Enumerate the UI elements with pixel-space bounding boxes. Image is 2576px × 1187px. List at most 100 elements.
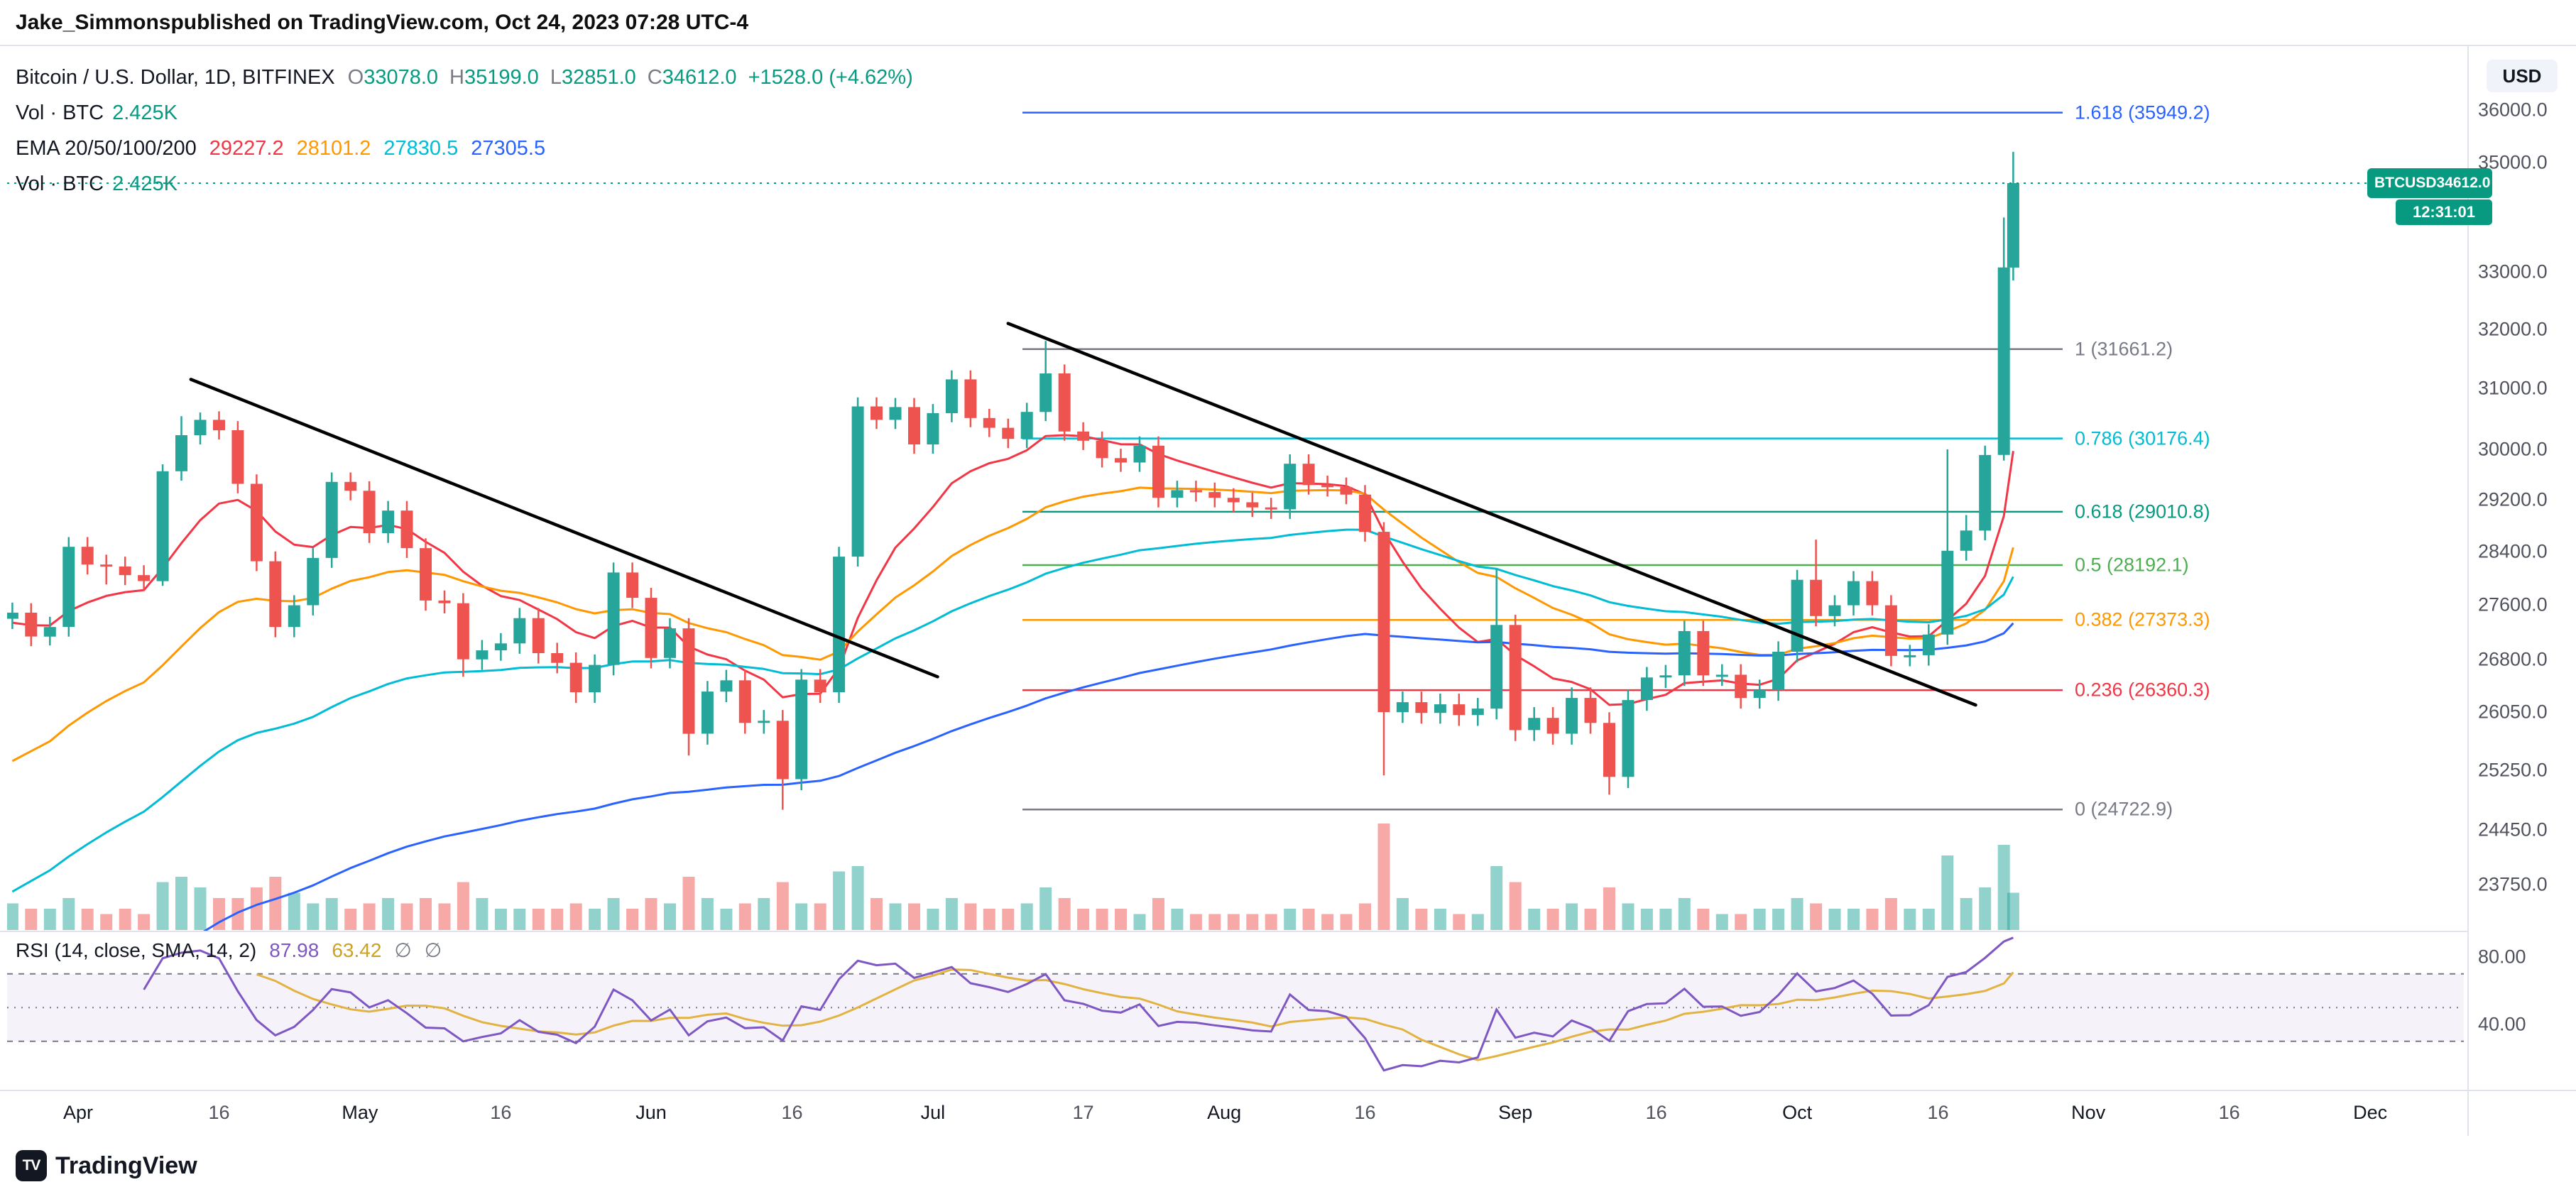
candle-body bbox=[1866, 581, 1879, 606]
candle-body bbox=[1810, 579, 1823, 616]
candle-body bbox=[1960, 530, 1972, 551]
volume-bar bbox=[438, 903, 451, 930]
volume-bar bbox=[664, 903, 676, 930]
candle-body bbox=[43, 627, 56, 637]
volume-bar bbox=[1453, 914, 1466, 930]
fib-level-label: 1.618 (35949.2) bbox=[2075, 102, 2210, 124]
candle-body bbox=[776, 721, 789, 780]
price-axis-label: 26050.0 bbox=[2478, 701, 2548, 723]
volume-bar bbox=[532, 909, 545, 930]
volume-bar bbox=[645, 898, 657, 930]
candle-body bbox=[382, 510, 395, 533]
ema-line-50[interactable] bbox=[11, 486, 2014, 762]
rsi-empty-value-icon: ∅ bbox=[424, 939, 442, 961]
volume-bar bbox=[607, 898, 620, 930]
volume-bar bbox=[1848, 909, 1860, 930]
symbol-title: Bitcoin / U.S. Dollar, 1D, BITFINEX bbox=[16, 65, 335, 89]
candle-body bbox=[156, 471, 169, 581]
candle-body bbox=[589, 664, 601, 693]
rsi-pane[interactable] bbox=[7, 936, 2464, 1072]
badge-ticker: BTCUSD bbox=[2374, 175, 2437, 192]
volume-bar bbox=[908, 903, 920, 930]
ema-line-20[interactable] bbox=[12, 434, 2014, 706]
candle-body bbox=[1396, 702, 1409, 713]
price-axis-label: 25250.0 bbox=[2478, 759, 2548, 781]
candle-body bbox=[1020, 412, 1033, 439]
volume-bar bbox=[1566, 903, 1578, 930]
volume-bar bbox=[851, 866, 864, 930]
symbol-legend-row[interactable]: Bitcoin / U.S. Dollar, 1D, BITFINEX O330… bbox=[16, 60, 913, 95]
price-axis-label: 30000.0 bbox=[2478, 438, 2548, 460]
author-name: Jake_Simmons bbox=[16, 11, 171, 34]
candle-body bbox=[476, 650, 489, 660]
candle-body bbox=[213, 420, 225, 431]
volume-bar bbox=[1753, 909, 1766, 930]
volume-bar bbox=[1340, 914, 1353, 930]
rsi-axis-label: 80.00 bbox=[2478, 946, 2526, 968]
candle-body bbox=[307, 557, 320, 606]
candle-body bbox=[1471, 709, 1484, 716]
candle-body bbox=[682, 628, 695, 734]
rsi-ma-line[interactable] bbox=[256, 968, 2014, 1061]
candle-body bbox=[1904, 655, 1916, 657]
volume2-legend-row[interactable]: Vol · BTC 2.425K bbox=[16, 166, 913, 202]
volume-bar bbox=[682, 877, 695, 930]
ema-legend-row[interactable]: EMA 20/50/100/200 29227.2 28101.2 27830.… bbox=[16, 131, 913, 166]
volume-bar bbox=[1077, 909, 1090, 930]
volume-bar bbox=[100, 914, 113, 930]
candle-body bbox=[1640, 677, 1653, 701]
volume-bar bbox=[1828, 909, 1841, 930]
time-axis-label: 16 bbox=[2218, 1102, 2240, 1123]
candle-body bbox=[231, 430, 244, 484]
candle-body bbox=[325, 481, 338, 558]
fib-retracement-lines[interactable] bbox=[1022, 111, 2063, 811]
countdown-value: 12:31:01 bbox=[2412, 203, 2476, 221]
rsi-legend-row[interactable]: RSI (14, close, SMA, 14, 2) 87.98 63.42 … bbox=[16, 939, 454, 962]
volume-bar bbox=[269, 877, 282, 930]
time-axis-label: Nov bbox=[2071, 1102, 2106, 1123]
tradingview-logo[interactable]: TV TradingView bbox=[16, 1150, 197, 1181]
volume-bar bbox=[250, 887, 263, 930]
ema-label: EMA 20/50/100/200 bbox=[16, 136, 197, 160]
trend-lines[interactable] bbox=[189, 322, 1977, 707]
candle-body bbox=[1415, 702, 1428, 713]
volume-bar bbox=[1866, 909, 1879, 930]
volume-bar bbox=[1810, 903, 1823, 930]
candle-body bbox=[100, 564, 113, 567]
rsi-axis-label: 40.00 bbox=[2478, 1013, 2526, 1035]
volume-bar bbox=[1020, 903, 1033, 930]
volume-bar bbox=[1002, 909, 1015, 930]
ema-line-100[interactable] bbox=[11, 528, 2014, 893]
volume-bar bbox=[1922, 909, 1935, 930]
candle-body bbox=[269, 561, 282, 628]
volume-bar bbox=[701, 898, 714, 930]
descending-trendline[interactable] bbox=[1006, 322, 1977, 707]
ema-line-200[interactable] bbox=[12, 622, 2014, 1034]
candle-body bbox=[363, 491, 376, 533]
price-axis-label: 26800.0 bbox=[2478, 648, 2548, 670]
volume-bar bbox=[344, 909, 357, 930]
volume-bar bbox=[1584, 909, 1597, 930]
candle-body bbox=[1227, 498, 1240, 503]
candle-body bbox=[1453, 704, 1466, 716]
candle-body bbox=[1265, 507, 1277, 510]
volume-bar bbox=[569, 903, 582, 930]
low-value: 32851.0 bbox=[561, 65, 636, 89]
candle-body bbox=[814, 679, 826, 693]
candle-body bbox=[250, 483, 263, 562]
volume2-label: Vol · BTC bbox=[16, 172, 104, 195]
price-axis-label: 27600.0 bbox=[2478, 594, 2548, 616]
volume-bar bbox=[1490, 866, 1503, 930]
candle-body bbox=[1715, 674, 1728, 677]
descending-trendline[interactable] bbox=[189, 378, 939, 679]
candle-body bbox=[908, 407, 920, 444]
volume-bar bbox=[758, 898, 770, 930]
currency-toggle[interactable]: USD bbox=[2487, 60, 2558, 92]
volume-bar bbox=[795, 903, 808, 930]
candle-body bbox=[288, 605, 300, 628]
candlesticks bbox=[7, 151, 2019, 810]
rsi-line[interactable] bbox=[143, 936, 2014, 1072]
volume-legend-row[interactable]: Vol · BTC 2.425K bbox=[16, 95, 913, 131]
